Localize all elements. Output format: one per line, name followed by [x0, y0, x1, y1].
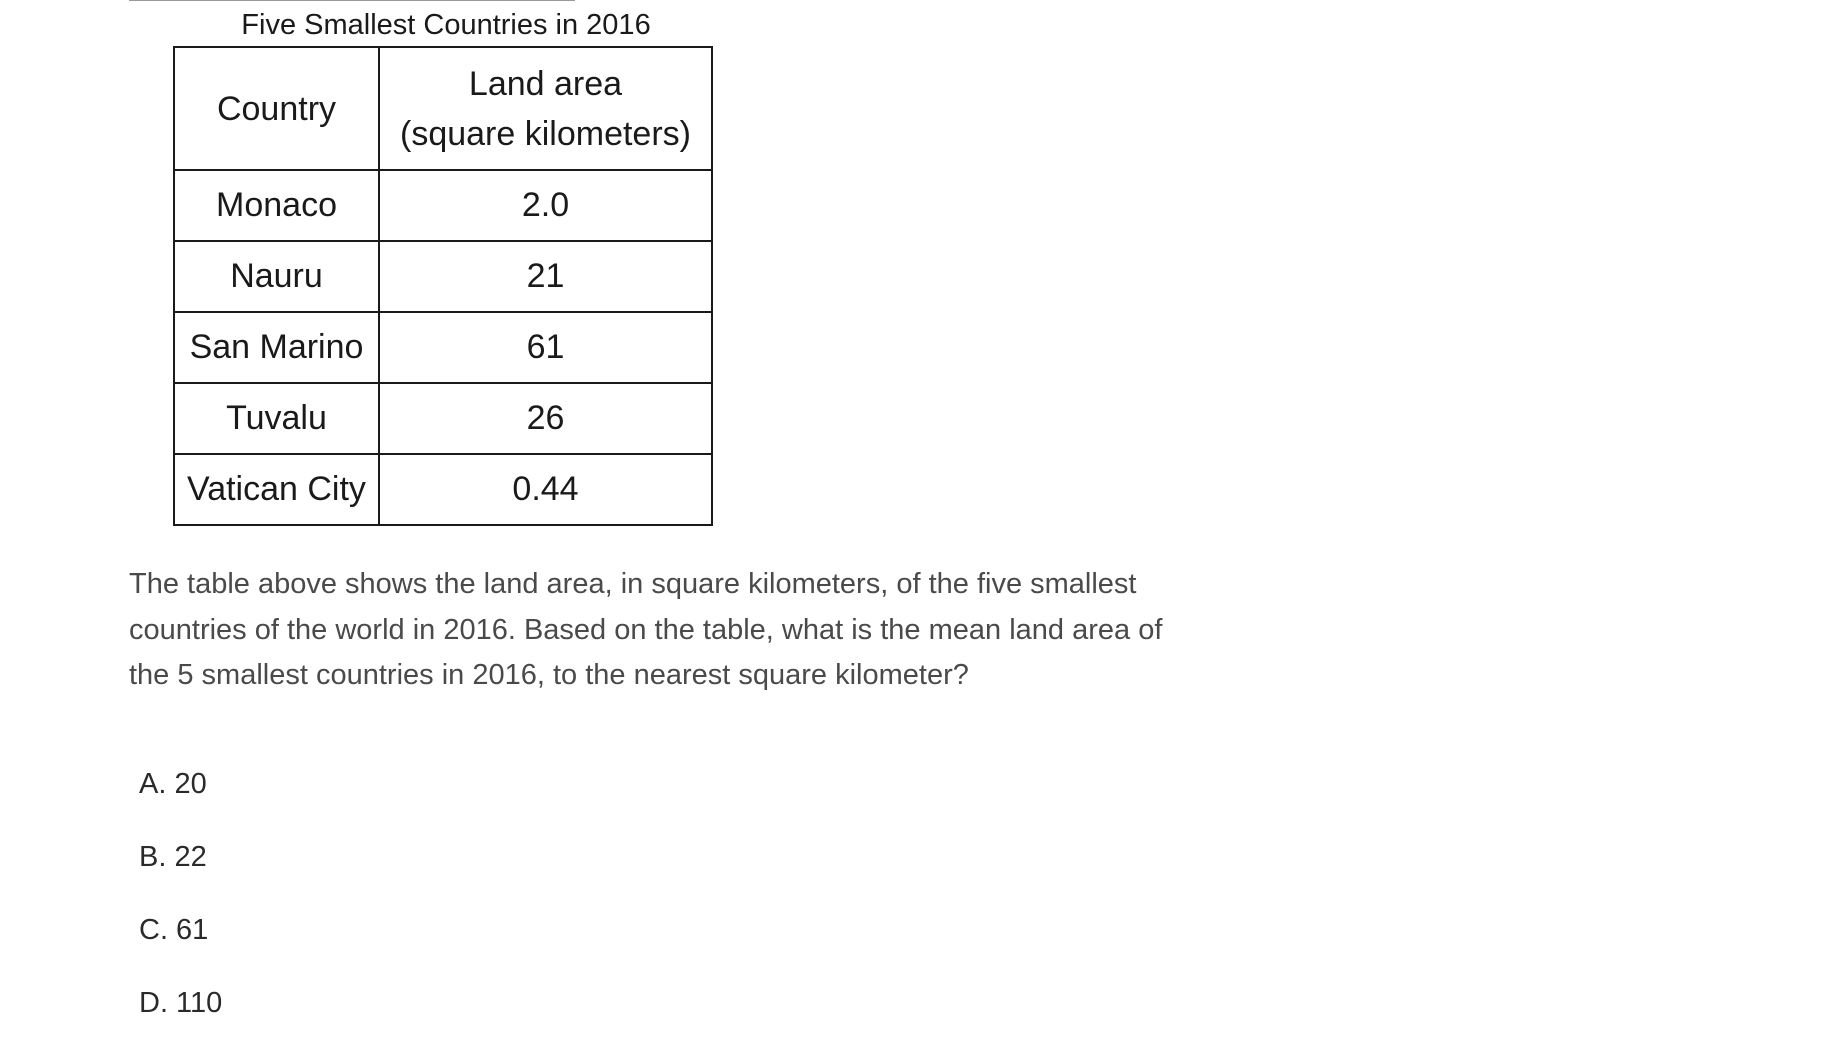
choice-d[interactable]: D. 110	[139, 987, 223, 1019]
country-cell: Monaco	[173, 169, 380, 242]
question-text: The table above shows the land area, in …	[129, 568, 1163, 691]
area-cell: 21	[378, 240, 713, 313]
table-title: Five Smallest Countries in 2016	[241, 9, 651, 41]
choice-b[interactable]: B. 22	[139, 841, 207, 873]
table-row: Monaco 2.0	[173, 169, 713, 242]
area-cell: 2.0	[378, 169, 713, 242]
country-cell: San Marino	[173, 311, 380, 384]
choice-c[interactable]: C. 61	[139, 914, 209, 946]
table-header-row: Country Land area (square kilometers)	[173, 46, 713, 171]
answer-choices: A. 20 B. 22 C. 61 D. 110	[139, 760, 539, 1052]
countries-table: Country Land area (square kilometers) Mo…	[173, 46, 713, 526]
area-cell: 0.44	[378, 453, 713, 526]
country-cell: Nauru	[173, 240, 380, 313]
header-land-area-line1: Land area	[468, 64, 623, 103]
table-row: San Marino 61	[173, 311, 713, 384]
table-row: Tuvalu 26	[173, 382, 713, 455]
top-divider	[129, 0, 575, 1]
header-land-area: Land area (square kilometers)	[378, 46, 713, 171]
table-row: Nauru 21	[173, 240, 713, 313]
choice-a[interactable]: A. 20	[139, 768, 207, 800]
area-cell: 26	[378, 382, 713, 455]
header-land-area-line2: (square kilometers)	[400, 114, 691, 153]
table-row: Vatican City 0.44	[173, 453, 713, 526]
area-cell: 61	[378, 311, 713, 384]
country-cell: Vatican City	[173, 453, 380, 526]
header-country: Country	[173, 46, 380, 171]
country-cell: Tuvalu	[173, 382, 380, 455]
